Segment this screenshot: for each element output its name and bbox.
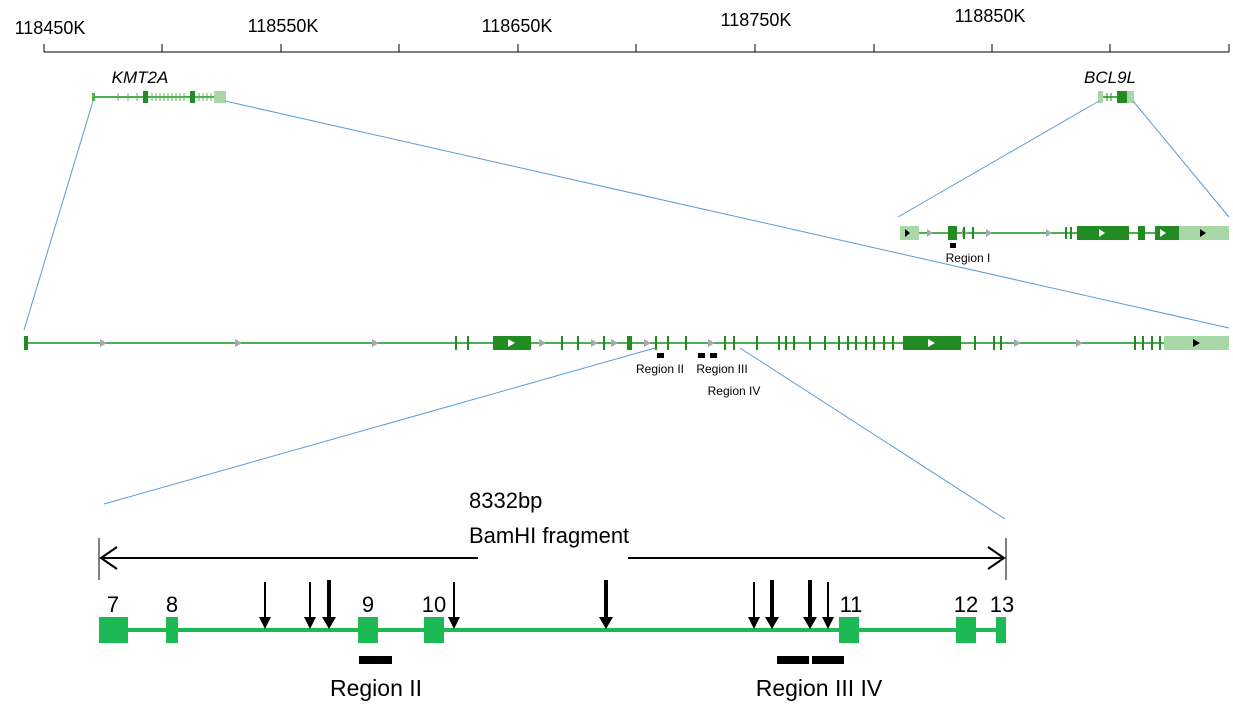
region-2-label: Region II <box>636 362 684 376</box>
gene-label-left: KMT2A <box>112 68 169 87</box>
region-3-4-bottom-label: Region III IV <box>756 675 883 701</box>
kmt2a-overview-track <box>92 91 226 103</box>
region-3-label: Region III <box>696 362 747 376</box>
gene-label-right: BCL9L <box>1084 68 1136 87</box>
exon-label: 11 <box>840 592 863 617</box>
breakpoint-arrow <box>448 582 460 629</box>
exon-label: 7 <box>107 592 119 617</box>
region-2-bottom-label: Region II <box>330 675 422 701</box>
exon-label: 12 <box>954 592 978 617</box>
genomic-axis: 118450K 118550K 118650K 118750K 118850K <box>15 6 1229 52</box>
exon-label: 8 <box>166 592 178 617</box>
fragment-name-label: BamHI fragment <box>469 523 629 548</box>
bcl9l-zoom-track <box>900 226 1229 248</box>
axis-tick-label: 118850K <box>955 6 1026 26</box>
exon-12 <box>956 617 976 643</box>
axis-tick-label: 118450K <box>15 18 86 38</box>
breakpoint-arrows <box>259 580 834 629</box>
region-2-bar <box>359 656 392 664</box>
kmt2a-zoom-track <box>24 336 1229 358</box>
exon-13 <box>996 617 1006 643</box>
breakpoint-arrow <box>765 580 779 629</box>
exon-7 <box>99 617 128 643</box>
axis-tick-label: 118650K <box>482 16 553 36</box>
breakpoint-arrow <box>599 580 613 629</box>
exon-10 <box>424 617 444 643</box>
exon-9 <box>358 617 378 643</box>
zoom-connectors <box>24 101 1229 519</box>
region-3-bar <box>777 656 809 664</box>
region-1-label: Region I <box>946 251 991 265</box>
axis-tick-label: 118750K <box>721 10 792 30</box>
exon-11 <box>839 617 859 643</box>
region-4-label: Region IV <box>708 384 761 398</box>
exon-label: 9 <box>362 592 374 617</box>
fragment-size-label: 8332bp <box>469 488 542 513</box>
exon-8 <box>166 617 178 643</box>
breakpoint-arrow <box>304 582 316 629</box>
breakpoint-arrow <box>322 580 336 629</box>
exon-label: 10 <box>422 592 446 617</box>
breakpoint-arrow <box>803 580 817 629</box>
breakpoint-arrow <box>822 582 834 629</box>
exon-track <box>99 617 1006 643</box>
breakpoint-arrow <box>259 582 271 629</box>
exon-label: 13 <box>990 592 1014 617</box>
axis-tick-label: 118550K <box>248 16 319 36</box>
bcl9l-overview-track <box>1098 91 1134 103</box>
breakpoint-arrow <box>748 582 760 629</box>
region-4-bar <box>812 656 844 664</box>
